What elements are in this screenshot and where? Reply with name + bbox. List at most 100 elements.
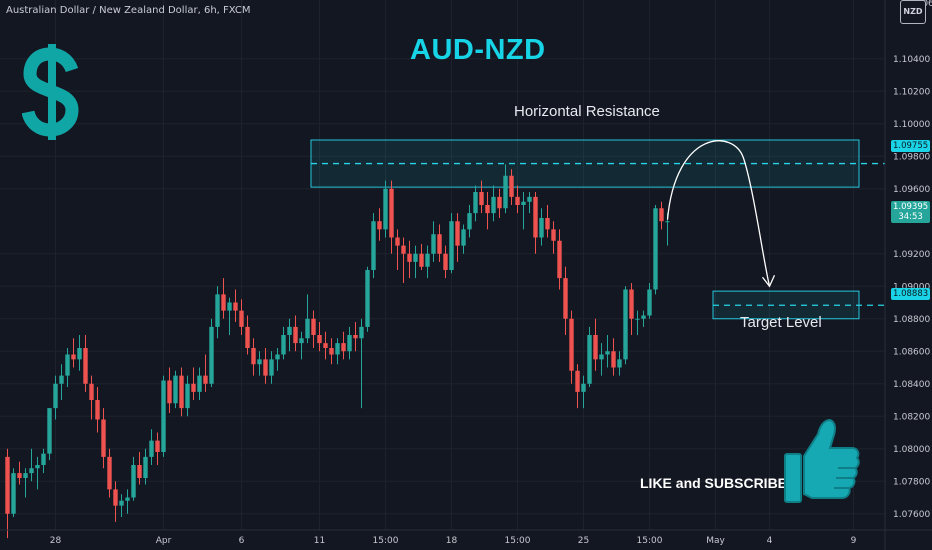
candle-body <box>617 359 622 368</box>
candle-body <box>179 375 184 409</box>
candle-body <box>539 218 544 238</box>
candle <box>35 456 40 490</box>
candle-body <box>605 351 610 355</box>
candle-body <box>581 383 586 392</box>
candle <box>251 338 256 376</box>
zones <box>310 139 885 320</box>
candle-body <box>443 253 448 270</box>
candle-body <box>611 351 616 368</box>
candle-body <box>449 221 454 270</box>
candle-body <box>659 208 664 222</box>
price-tick-label: 1.09000 <box>893 282 930 292</box>
candle <box>527 192 532 214</box>
candle <box>305 294 310 344</box>
candle-body <box>53 383 58 409</box>
candle-body <box>413 253 418 262</box>
candle-body <box>503 175 508 209</box>
candle <box>323 331 328 360</box>
candle <box>593 318 598 371</box>
candle <box>53 375 58 420</box>
candle <box>365 266 370 332</box>
time-tick-label: May <box>706 536 725 546</box>
candle-body <box>323 343 328 348</box>
candle <box>95 387 100 433</box>
candle <box>545 205 550 238</box>
candle-body <box>533 196 538 238</box>
candle <box>179 367 184 417</box>
candle-body <box>329 348 334 355</box>
candle <box>317 322 322 352</box>
candle-body <box>407 253 412 262</box>
chart-heading: AUD-NZD <box>410 34 546 66</box>
candle <box>575 364 580 409</box>
candle <box>335 338 340 365</box>
candle <box>347 326 352 360</box>
candle <box>461 224 466 254</box>
candle-body <box>311 318 316 335</box>
candle-body <box>497 196 502 209</box>
time-tick-label: 6 <box>239 536 245 546</box>
candle-body <box>545 218 550 230</box>
candle-body <box>353 335 358 339</box>
candle <box>353 322 358 352</box>
candle <box>83 335 88 392</box>
candle-body <box>47 408 52 454</box>
candle <box>197 367 202 400</box>
price-tick-label: 1.09600 <box>893 185 930 195</box>
candle-body <box>197 375 202 392</box>
candle <box>23 468 28 498</box>
current-price-tag: 1.09395 34:53 <box>891 201 931 223</box>
candle <box>599 343 604 376</box>
candle-body <box>251 348 256 365</box>
candle-body <box>95 400 100 420</box>
candle-body <box>125 497 130 501</box>
candle <box>245 315 250 355</box>
candle <box>119 494 124 517</box>
candle <box>389 180 394 254</box>
candle <box>329 338 334 365</box>
target-label: Target Level <box>740 314 822 331</box>
resistance-price-tag: 1.09755 <box>891 140 931 152</box>
candle-body <box>461 229 466 246</box>
candle-body <box>593 335 598 360</box>
candle <box>113 481 118 522</box>
candle-body <box>647 289 652 316</box>
price-tick-label: 1.08200 <box>893 412 930 422</box>
candle-body <box>641 315 646 319</box>
price-tick-label: 1.10000 <box>893 120 930 130</box>
symbol-title[interactable]: Australian Dollar / New Zealand Dollar, … <box>6 5 251 16</box>
currency-badge[interactable]: NZD <box>900 0 926 24</box>
candle-body <box>347 335 352 352</box>
candle <box>221 278 226 319</box>
candle <box>275 348 280 371</box>
candle-body <box>173 375 178 404</box>
candle-body <box>599 354 604 360</box>
time-tick-label: 15:00 <box>637 536 663 546</box>
candle-body <box>419 253 424 267</box>
candle <box>5 448 10 539</box>
time-tick-label: 4 <box>767 536 773 546</box>
dollar-sign-icon <box>22 44 79 140</box>
candle-body <box>227 302 232 311</box>
candle-body <box>275 354 280 360</box>
candle <box>395 229 400 270</box>
candle <box>413 245 418 279</box>
candle-body <box>191 383 196 392</box>
candle <box>425 245 430 279</box>
candle <box>515 185 520 214</box>
candle-body <box>65 354 70 376</box>
candle <box>209 318 214 387</box>
grid <box>0 0 885 530</box>
candle-body <box>359 326 364 339</box>
candle <box>431 221 436 262</box>
candle-body <box>203 375 208 384</box>
resistance-label: Horizontal Resistance <box>514 103 660 120</box>
candle-body <box>35 465 40 469</box>
candle <box>281 326 286 360</box>
candle <box>257 351 262 376</box>
candle-body <box>317 335 322 344</box>
candle <box>617 351 622 376</box>
candle-body <box>557 240 562 279</box>
